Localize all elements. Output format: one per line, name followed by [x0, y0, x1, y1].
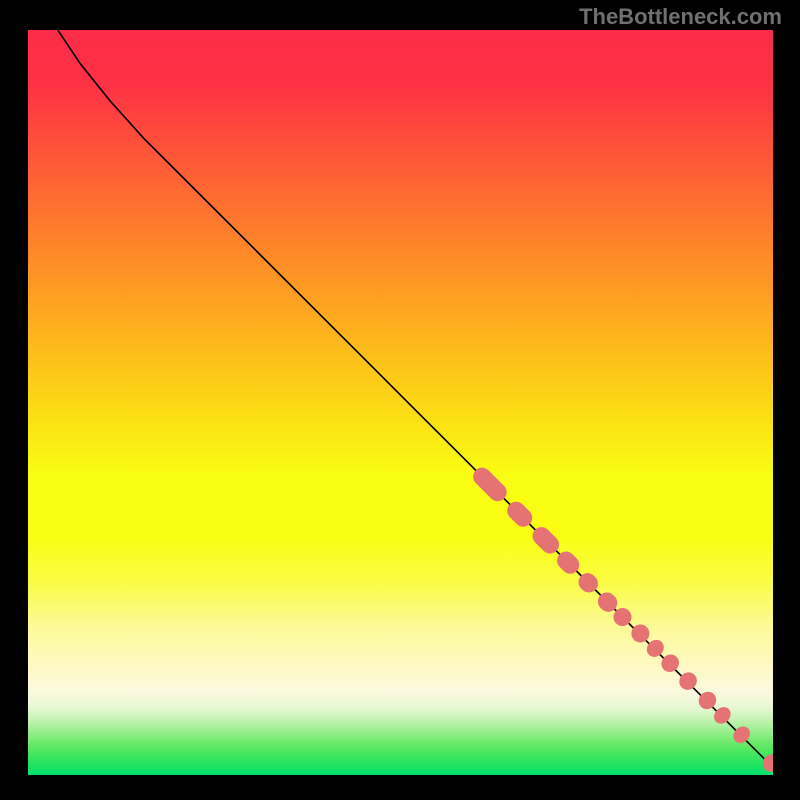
- watermark-text: TheBottleneck.com: [579, 4, 782, 30]
- gradient-background: [28, 30, 773, 775]
- plot-area: [28, 30, 773, 775]
- plot-svg: [28, 30, 773, 775]
- image-root: TheBottleneck.com: [0, 0, 800, 800]
